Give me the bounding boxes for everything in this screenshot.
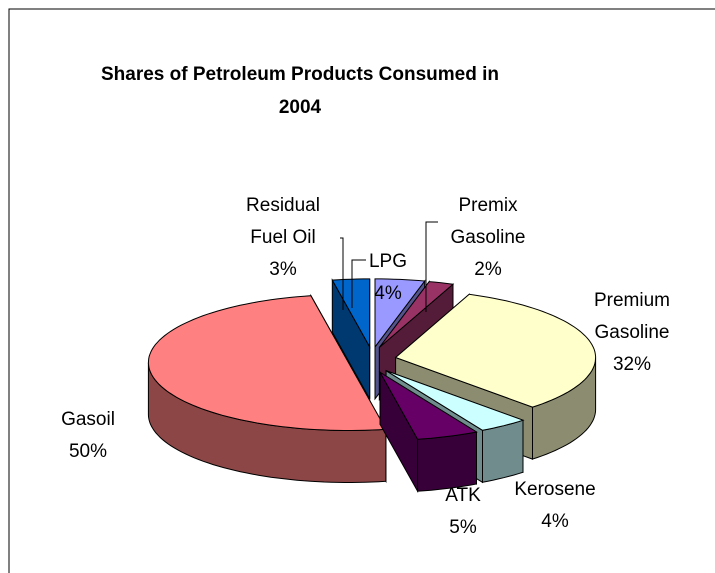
category-label: Gasoil <box>61 409 115 430</box>
value-label: 4% <box>541 511 569 532</box>
value-label: 5% <box>449 517 477 538</box>
slice-part <box>394 293 597 408</box>
slice-part <box>378 370 478 440</box>
value-label: 2% <box>474 259 502 280</box>
slice-part <box>385 370 525 431</box>
category-label: Premix Gasoline <box>450 195 526 248</box>
frame <box>8 8 715 573</box>
slice-part <box>374 278 426 349</box>
value-label: 32% <box>612 354 652 375</box>
slice-part <box>147 295 387 431</box>
leader-line <box>340 237 344 310</box>
value-label: 4% <box>374 283 402 304</box>
slice <box>331 278 371 401</box>
value-label: 3% <box>269 259 297 280</box>
category-label: ATK <box>445 485 481 506</box>
leader-line <box>351 259 366 308</box>
slice <box>147 293 387 484</box>
leader-line <box>425 221 438 312</box>
chart-title: Shares of Petroleum Products Consumed in… <box>100 64 500 118</box>
category-label: LPG <box>368 251 408 272</box>
category-label: Premium Gasoline <box>593 290 670 343</box>
slice-part <box>331 278 371 349</box>
value-label: 50% <box>68 441 108 462</box>
slice-part <box>379 281 455 348</box>
slice <box>378 370 478 494</box>
category-label: Kerosene <box>514 479 596 500</box>
category-label: Residual Fuel Oil <box>246 195 320 248</box>
